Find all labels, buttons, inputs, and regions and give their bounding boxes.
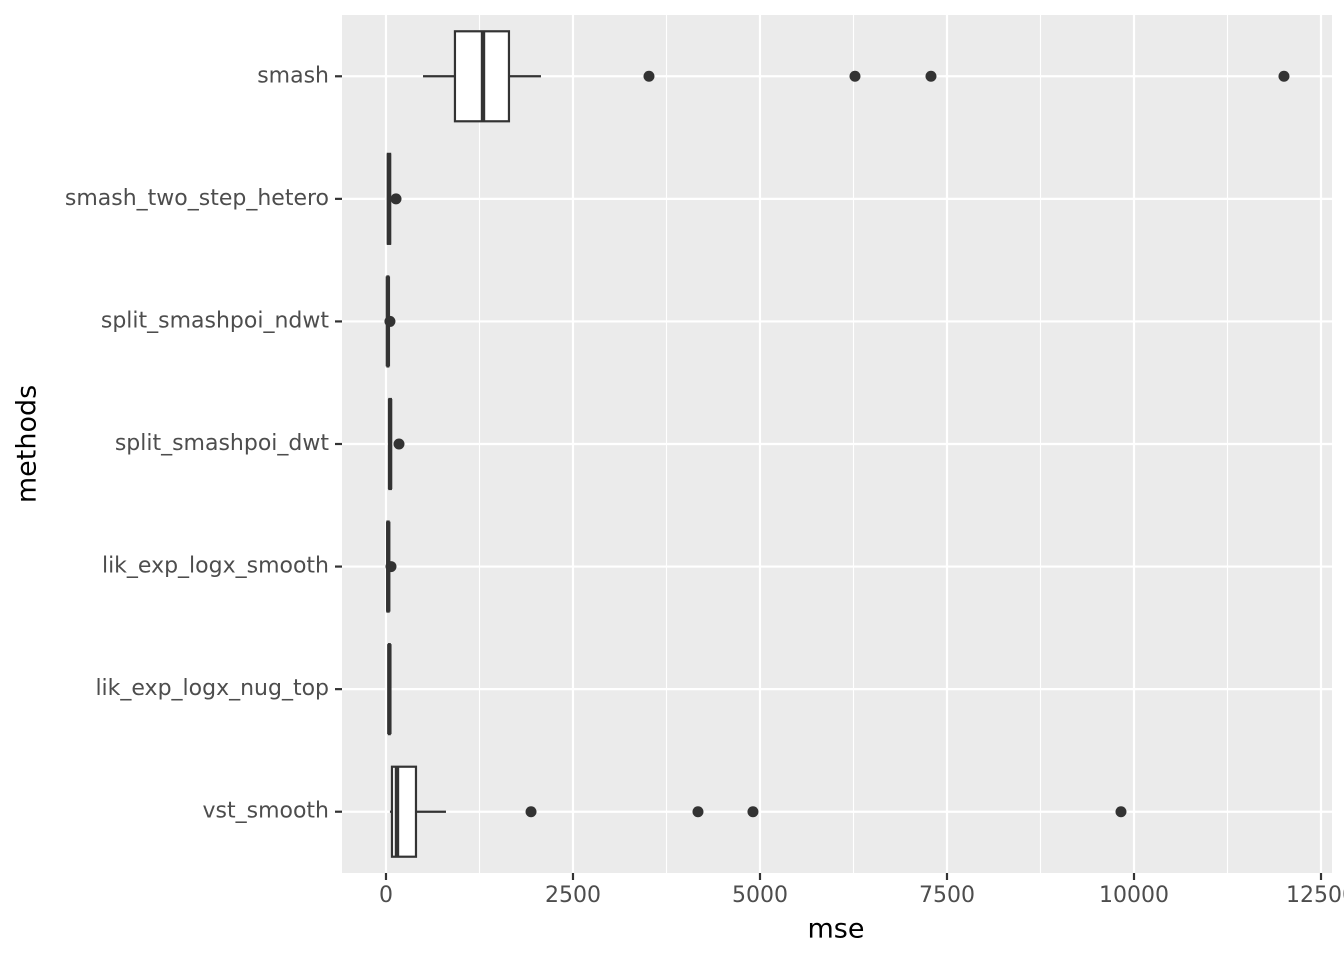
outlier — [385, 561, 397, 573]
y-tick-label: split_smashpoi_dwt — [115, 431, 330, 456]
y-tick-label: lik_exp_logx_smooth — [102, 554, 329, 579]
x-axis-title: mse — [808, 914, 865, 945]
y-axis-title: methods — [12, 385, 43, 503]
outlier — [393, 438, 405, 450]
outlier — [692, 806, 704, 818]
y-tick-label: split_smashpoi_ndwt — [101, 308, 329, 333]
box-group — [389, 765, 1127, 858]
x-tick-label: 0 — [379, 883, 393, 908]
y-tick-label: smash_two_step_hetero — [65, 186, 329, 211]
outlier — [747, 806, 759, 818]
outlier — [849, 70, 861, 82]
y-tick-label: vst_smooth — [203, 799, 330, 824]
x-tick-label: 12500 — [1286, 883, 1344, 908]
outlier — [643, 70, 655, 82]
outlier — [525, 806, 537, 818]
box-group — [384, 275, 396, 368]
y-tick-label: smash — [257, 63, 329, 88]
x-tick-label: 10000 — [1099, 883, 1169, 908]
outlier — [1278, 70, 1290, 82]
x-tick-label: 7500 — [919, 883, 975, 908]
outlier — [390, 193, 402, 205]
outlier — [1115, 806, 1127, 818]
box-group — [386, 152, 402, 245]
x-tick-label: 2500 — [545, 883, 601, 908]
box-group — [387, 397, 405, 491]
y-tick-label: lik_exp_logx_nug_top — [95, 676, 329, 701]
box-group — [423, 30, 1290, 123]
x-tick-label: 5000 — [732, 883, 788, 908]
outlier — [925, 70, 937, 82]
box-group — [387, 643, 392, 736]
outlier — [384, 315, 396, 327]
box-group — [385, 520, 397, 613]
